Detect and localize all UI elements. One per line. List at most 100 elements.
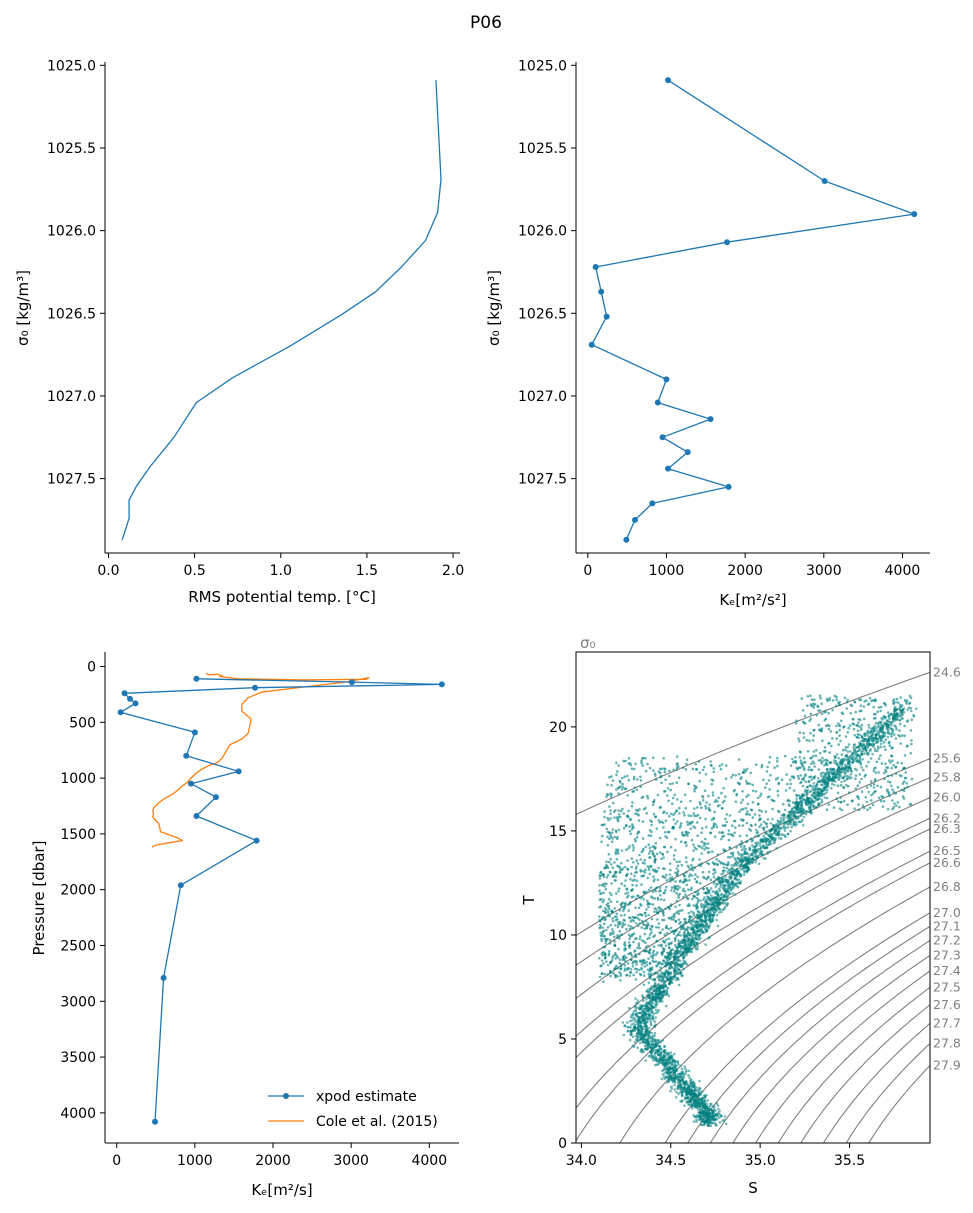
ts-point (736, 862, 740, 865)
ts-diagram-panel: 24.625.625.826.026.226.326.526.626.827.0… (520, 634, 961, 1197)
ts-point (675, 781, 678, 784)
ts-point (709, 1124, 713, 1128)
ts-point (749, 823, 753, 827)
ts-point (912, 714, 915, 717)
ts-point (806, 791, 809, 794)
ts-point (628, 974, 631, 978)
ts-point (605, 793, 609, 796)
ts-point (623, 884, 626, 888)
ts-point (704, 1105, 708, 1109)
ts-point (800, 799, 804, 803)
ts-point (724, 892, 727, 896)
ts-point (735, 864, 739, 867)
ts-point (621, 785, 624, 789)
ts-point (691, 897, 694, 901)
ts-point (635, 970, 638, 974)
ts-point (725, 863, 728, 867)
ts-point (704, 891, 708, 895)
ts-point (833, 761, 836, 765)
ts-point (644, 998, 648, 1001)
ts-point (707, 910, 710, 913)
ts-point (652, 769, 655, 772)
ts-point (601, 930, 605, 933)
ts-point (634, 1005, 638, 1008)
ts-point (693, 784, 696, 788)
ts-point (646, 1043, 650, 1047)
ts-point (617, 920, 620, 924)
ts-point (648, 990, 651, 993)
ts-point (728, 873, 732, 876)
ts-point (716, 863, 720, 867)
ts-point (628, 829, 632, 833)
ts-point (617, 890, 620, 893)
ts-point (682, 887, 685, 891)
ts-point (677, 1063, 680, 1066)
ts-point (663, 768, 667, 771)
ts-point (679, 934, 683, 937)
ts-point (689, 888, 693, 892)
ts-point (809, 768, 813, 772)
ts-point (674, 880, 677, 883)
ts-point (667, 961, 670, 965)
ts-point (613, 873, 616, 876)
ts-point (615, 912, 618, 916)
ts-point (641, 995, 645, 999)
xpod-estimate-point (212, 794, 219, 801)
ts-point (639, 1041, 642, 1045)
ts-point (599, 871, 602, 874)
ts-point (634, 937, 637, 941)
ts-point (627, 762, 630, 765)
ts-point (676, 869, 680, 873)
ts-point (713, 911, 716, 914)
ts-point (678, 968, 681, 971)
ts-point (633, 837, 637, 841)
ts-point (891, 788, 894, 791)
ts-point (846, 745, 850, 749)
ts-point (888, 713, 891, 716)
ts-point (867, 760, 870, 764)
y-tick-label: 1026.5 (518, 306, 567, 322)
ts-point (888, 717, 891, 720)
ts-point (634, 1020, 638, 1024)
ts-point (690, 838, 694, 842)
ts-point (889, 722, 893, 725)
ts-point (692, 857, 695, 861)
ts-point (647, 905, 650, 909)
ts-point (640, 759, 643, 763)
ts-point (646, 762, 649, 766)
ts-point (606, 866, 610, 870)
ts-point (663, 972, 666, 976)
ts-point (818, 751, 822, 755)
ts-point (663, 1063, 667, 1067)
ts-point (701, 919, 704, 923)
ts-point (636, 862, 640, 865)
ts-point (692, 939, 695, 943)
ts-point (660, 767, 664, 770)
ts-point (716, 883, 719, 886)
ts-point (688, 1100, 691, 1103)
ts-point (704, 773, 708, 776)
ts-point (740, 848, 744, 852)
ts-point (698, 1079, 701, 1083)
ts-point (731, 824, 734, 827)
ts-point (820, 702, 823, 705)
ts-point (757, 802, 760, 806)
ts-point (835, 698, 838, 702)
ts-point (654, 989, 657, 993)
ts-point (623, 865, 627, 869)
ts-point (808, 790, 812, 794)
density-contour-line (845, 1043, 930, 1143)
ts-point (651, 992, 654, 995)
ts-point (655, 925, 658, 929)
ts-point (879, 709, 882, 713)
density-contour-line (709, 940, 930, 1143)
ts-point (724, 878, 728, 882)
ts-point (660, 953, 664, 956)
ts-point (611, 932, 615, 935)
ts-point (778, 836, 781, 840)
ts-point (688, 878, 691, 882)
ts-point (891, 714, 895, 717)
ts-point (700, 827, 704, 830)
ts-point (708, 914, 711, 918)
density-contour-line (576, 817, 930, 1037)
